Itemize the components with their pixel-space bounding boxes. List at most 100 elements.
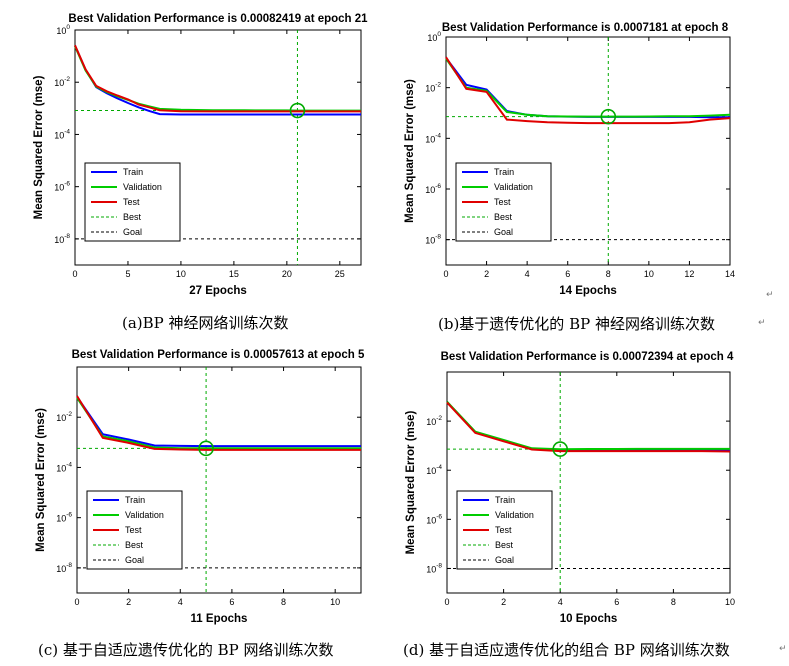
legend-label-test: Test bbox=[125, 525, 142, 535]
x-tick-label: 4 bbox=[525, 269, 530, 279]
y-tick-label: 10-8 bbox=[56, 562, 72, 574]
x-tick-label: 6 bbox=[614, 597, 619, 607]
x-tick-label: 25 bbox=[335, 269, 345, 279]
best-point-marker bbox=[289, 102, 306, 119]
y-tick-label: 10-6 bbox=[56, 512, 72, 524]
y-tick-label: 10-2 bbox=[56, 411, 72, 423]
x-tick-label: 14 bbox=[725, 269, 735, 279]
x-tick-label: 2 bbox=[501, 597, 506, 607]
series-line-train bbox=[76, 396, 361, 448]
legend-label-train: Train bbox=[125, 495, 145, 505]
legend-label-validation: Validation bbox=[494, 182, 533, 192]
y-tick-label: 10-2 bbox=[54, 76, 70, 88]
best-point-marker bbox=[198, 440, 214, 457]
y-tick-label: 10-2 bbox=[425, 82, 441, 94]
y-tick-label: 10-8 bbox=[54, 233, 70, 245]
x-axis-label: 10 Epochs bbox=[560, 613, 618, 625]
caption-a: (a)BP 神经网络训练次数 bbox=[122, 314, 289, 332]
x-tick-label: 4 bbox=[178, 597, 183, 607]
legend-label-train: Train bbox=[494, 167, 514, 177]
x-tick-label: 0 bbox=[74, 597, 79, 607]
best-point-marker bbox=[552, 441, 569, 457]
x-axis-label: 14 Epochs bbox=[559, 285, 617, 297]
x-tick-label: 4 bbox=[558, 597, 563, 607]
series-line-test bbox=[445, 56, 731, 125]
caption-b: (b)基于遗传优化的 BP 神经网络训练次数 bbox=[438, 315, 715, 333]
y-tick-label: 10-4 bbox=[54, 128, 70, 140]
x-tick-label: 20 bbox=[282, 269, 292, 279]
x-tick-label: 10 bbox=[330, 597, 340, 607]
x-tick-label: 5 bbox=[125, 269, 130, 279]
y-tick-label: 100 bbox=[427, 31, 441, 43]
x-tick-label: 8 bbox=[281, 597, 286, 607]
y-tick-label: 10-4 bbox=[425, 132, 441, 144]
legend-label-best: Best bbox=[494, 212, 513, 222]
legend-label-goal: Goal bbox=[125, 555, 144, 565]
series-line-test bbox=[74, 44, 361, 113]
legend-label-validation: Validation bbox=[495, 510, 534, 520]
x-axis-label: 27 Epochs bbox=[189, 285, 247, 297]
series-line-validation bbox=[445, 58, 731, 118]
x-tick-label: 6 bbox=[565, 269, 570, 279]
legend-label-goal: Goal bbox=[123, 227, 142, 237]
chart-panel-c: Best Validation Performance is 0.0005761… bbox=[35, 349, 365, 625]
x-tick-label: 2 bbox=[484, 269, 489, 279]
chart-panel-d: Best Validation Performance is 0.0007239… bbox=[405, 351, 735, 625]
y-tick-label: 10-6 bbox=[54, 181, 70, 193]
y-axis-label: Mean Squared Error (mse) bbox=[33, 75, 45, 219]
x-tick-label: 10 bbox=[176, 269, 186, 279]
x-tick-label: 15 bbox=[229, 269, 239, 279]
y-tick-label: 100 bbox=[56, 24, 70, 36]
x-tick-label: 12 bbox=[684, 269, 694, 279]
best-point-marker bbox=[600, 108, 617, 125]
legend-box bbox=[84, 162, 181, 242]
y-axis-label: Mean Squared Error (mse) bbox=[35, 408, 47, 552]
x-tick-label: 10 bbox=[644, 269, 654, 279]
legend-label-best: Best bbox=[123, 212, 142, 222]
y-tick-label: 10-6 bbox=[426, 513, 442, 525]
x-tick-label: 10 bbox=[725, 597, 735, 607]
return-mark-top: ↵ bbox=[766, 290, 774, 300]
legend-label-best: Best bbox=[495, 540, 514, 550]
legend-label-train: Train bbox=[123, 167, 143, 177]
legend-label-test: Test bbox=[494, 197, 511, 207]
y-axis-label: Mean Squared Error (mse) bbox=[404, 79, 416, 223]
y-tick-label: 10-4 bbox=[426, 464, 442, 476]
chart-title: Best Validation Performance is 0.0008241… bbox=[68, 13, 368, 25]
return-mark-b: ↵ bbox=[758, 318, 766, 328]
caption-c: (c) 基于自适应遗传优化的 BP 网络训练次数 bbox=[38, 641, 334, 659]
series-line-validation bbox=[76, 397, 361, 450]
caption-d: (d) 基于自适应遗传优化的组合 BP 网络训练次数 bbox=[403, 641, 730, 659]
y-tick-label: 10-2 bbox=[426, 415, 442, 427]
chart-panel-a: Best Validation Performance is 0.0008241… bbox=[33, 13, 368, 297]
legend-label-validation: Validation bbox=[123, 182, 162, 192]
series-line-test bbox=[76, 395, 361, 451]
chart-title: Best Validation Performance is 0.0007239… bbox=[441, 351, 734, 363]
x-tick-label: 8 bbox=[671, 597, 676, 607]
return-mark-d: ↵ bbox=[779, 644, 787, 654]
legend-label-goal: Goal bbox=[495, 555, 514, 565]
legend-label-goal: Goal bbox=[494, 227, 513, 237]
x-tick-label: 8 bbox=[606, 269, 611, 279]
x-axis-label: 11 Epochs bbox=[191, 613, 248, 625]
chart-title: Best Validation Performance is 0.0005761… bbox=[72, 349, 365, 361]
legend-label-validation: Validation bbox=[125, 510, 164, 520]
series-line-test bbox=[446, 401, 731, 453]
legend-label-best: Best bbox=[125, 540, 144, 550]
x-tick-label: 6 bbox=[229, 597, 234, 607]
chart-panel-b: Best Validation Performance is 0.0007181… bbox=[404, 22, 735, 297]
legend-label-train: Train bbox=[495, 495, 515, 505]
y-axis-label: Mean Squared Error (mse) bbox=[405, 410, 417, 554]
y-tick-label: 10-8 bbox=[425, 234, 441, 246]
x-tick-label: 0 bbox=[72, 269, 77, 279]
chart-title: Best Validation Performance is 0.0007181… bbox=[442, 22, 729, 34]
y-tick-label: 10-6 bbox=[425, 183, 441, 195]
y-tick-label: 10-4 bbox=[56, 461, 72, 473]
y-tick-label: 10-8 bbox=[426, 562, 442, 574]
x-tick-label: 2 bbox=[126, 597, 131, 607]
legend-label-test: Test bbox=[495, 525, 512, 535]
series-line-validation bbox=[446, 401, 730, 451]
x-tick-label: 0 bbox=[444, 597, 449, 607]
legend-label-test: Test bbox=[123, 197, 140, 207]
